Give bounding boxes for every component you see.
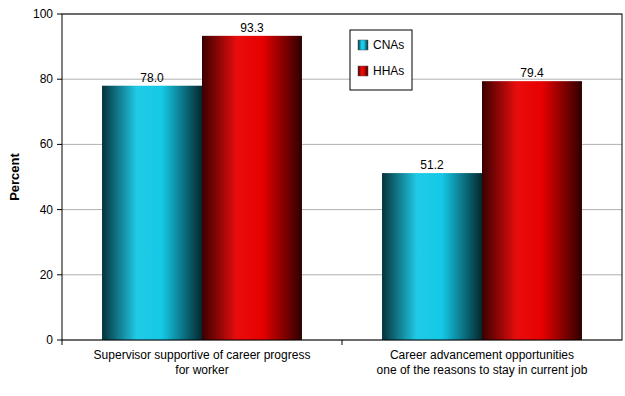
x-tick-label: Supervisor supportive of career progress… — [94, 348, 311, 377]
data-labels: 78.0 51.2 93.3 79.4 — [140, 21, 544, 172]
bar — [202, 36, 302, 340]
plot-frame — [62, 14, 622, 340]
data-label: 79.4 — [520, 66, 544, 80]
legend-label: HHAs — [373, 64, 404, 78]
y-tick-label: 40 — [40, 203, 54, 217]
y-tick — [57, 144, 62, 145]
chart-container: 0 20 40 60 80 100 78.0 51.2 93.3 79.4 Supervisor s… — [0, 0, 625, 396]
y-tick — [57, 79, 62, 80]
plot-background — [62, 14, 622, 340]
bar — [482, 81, 582, 340]
legend: CNAs HHAs — [350, 30, 412, 90]
chart-svg: 0 20 40 60 80 100 78.0 51.2 93.3 79.4 Supervisor s… — [0, 0, 625, 396]
y-tick-label: 20 — [40, 268, 54, 282]
y-tick — [57, 340, 62, 341]
y-tick — [57, 209, 62, 210]
y-tick-label: 80 — [40, 72, 54, 86]
bar — [102, 86, 202, 340]
legend-swatch — [358, 40, 368, 50]
bars — [102, 36, 582, 340]
bar — [382, 173, 482, 340]
legend-label: CNAs — [373, 38, 404, 52]
y-tick — [57, 274, 62, 275]
y-tick — [57, 14, 62, 15]
data-label: 51.2 — [420, 158, 444, 172]
x-tick — [342, 340, 343, 345]
y-axis-label: Percent — [7, 152, 22, 200]
legend-swatch — [358, 66, 368, 76]
legend-box — [350, 30, 412, 90]
x-tick — [62, 340, 63, 345]
data-label: 78.0 — [140, 71, 164, 85]
y-tick-label: 0 — [46, 333, 53, 347]
y-tick-label: 100 — [33, 7, 53, 21]
x-tick-label: Career advancement opportunitiesone of t… — [377, 348, 588, 377]
y-tick-label: 60 — [40, 137, 54, 151]
data-label: 93.3 — [240, 21, 264, 35]
